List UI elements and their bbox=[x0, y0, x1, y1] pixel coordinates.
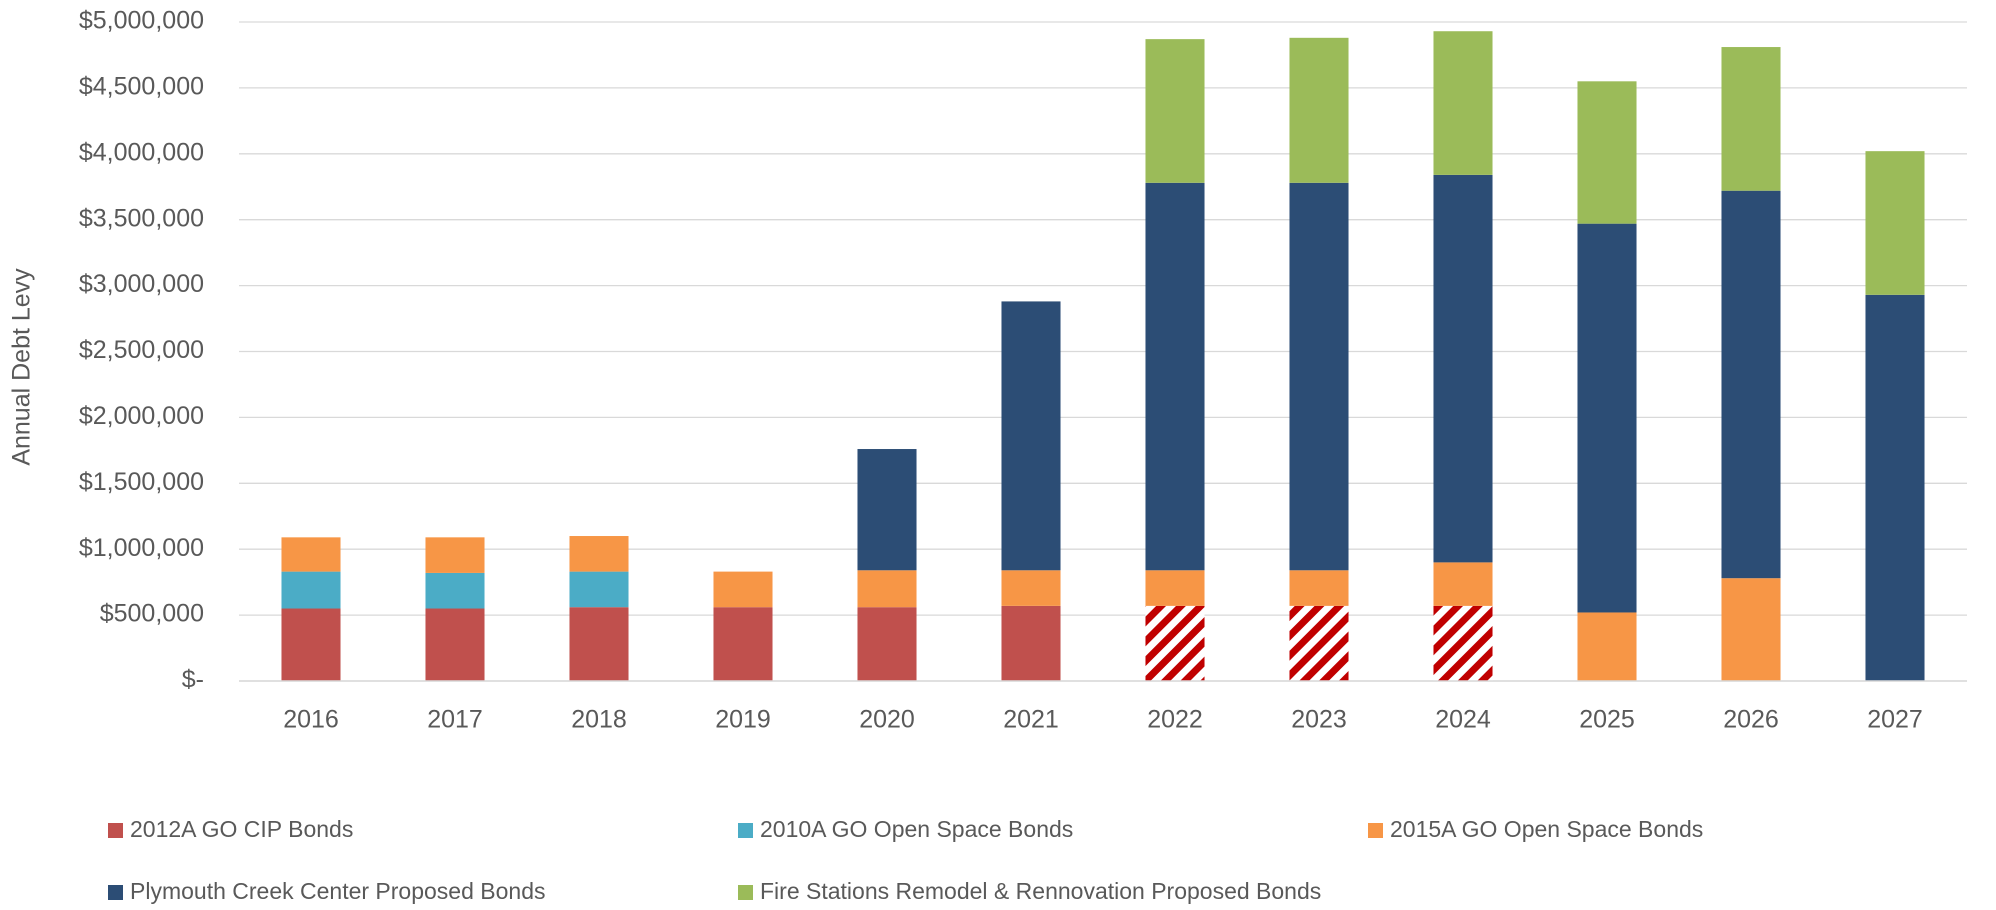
legend-swatch bbox=[738, 823, 753, 838]
bar-segment bbox=[1145, 182, 1205, 571]
bar-segment bbox=[1289, 605, 1349, 681]
bar-segment bbox=[1433, 605, 1493, 681]
bar-segment bbox=[713, 607, 773, 681]
x-tick-label: 2022 bbox=[1147, 706, 1203, 734]
legend-swatch bbox=[1368, 823, 1383, 838]
bar-segment bbox=[1433, 31, 1493, 175]
x-tick-label: 2027 bbox=[1867, 706, 1923, 734]
bar-segment bbox=[569, 571, 629, 608]
x-tick-label: 2026 bbox=[1723, 706, 1779, 734]
y-tick-label: $4,000,000 bbox=[79, 138, 204, 166]
bar-segment bbox=[1433, 562, 1493, 606]
y-tick-label: $500,000 bbox=[100, 600, 204, 628]
bar-segment bbox=[1145, 605, 1205, 681]
bar-segment bbox=[1721, 190, 1781, 579]
bar-segment bbox=[1289, 570, 1349, 606]
bar-segment bbox=[857, 607, 917, 681]
bar-segment bbox=[569, 536, 629, 572]
bar-segment bbox=[425, 572, 485, 609]
bar-segment bbox=[281, 537, 341, 572]
legend-label: 2012A GO CIP Bonds bbox=[130, 816, 353, 842]
x-tick-label: 2021 bbox=[1003, 706, 1059, 734]
x-tick-label: 2020 bbox=[859, 706, 915, 734]
y-tick-label: $1,000,000 bbox=[79, 534, 204, 562]
y-tick-label: $2,500,000 bbox=[79, 336, 204, 364]
bar-segment bbox=[1145, 570, 1205, 606]
bar-segment bbox=[1865, 294, 1925, 681]
x-tick-label: 2018 bbox=[571, 706, 627, 734]
legend-swatch bbox=[738, 885, 753, 900]
x-tick-label: 2017 bbox=[427, 706, 483, 734]
bar-segment bbox=[857, 570, 917, 608]
y-tick-label: $2,000,000 bbox=[79, 402, 204, 430]
y-tick-label: $4,500,000 bbox=[79, 73, 204, 101]
legend-swatch bbox=[108, 823, 123, 838]
bar-segment bbox=[1577, 223, 1637, 613]
y-axis-label: Annual Debt Levy bbox=[8, 268, 36, 466]
bar-segment bbox=[1577, 81, 1637, 224]
y-tick-label: $3,500,000 bbox=[79, 204, 204, 232]
x-tick-label: 2024 bbox=[1435, 706, 1491, 734]
bar-segment bbox=[713, 571, 773, 608]
bar-segment bbox=[569, 607, 629, 681]
y-tick-label: $3,000,000 bbox=[79, 270, 204, 298]
x-tick-label: 2025 bbox=[1579, 706, 1635, 734]
legend-swatch bbox=[108, 885, 123, 900]
bar-segment bbox=[1721, 47, 1781, 191]
bar-segment bbox=[1577, 612, 1637, 681]
bar-segment bbox=[425, 608, 485, 681]
x-tick-label: 2019 bbox=[715, 706, 771, 734]
bar-segment bbox=[857, 449, 917, 571]
y-tick-label: $- bbox=[182, 666, 204, 694]
bar-segment bbox=[1433, 174, 1493, 563]
legend-label: 2010A GO Open Space Bonds bbox=[760, 816, 1073, 842]
bar-segment bbox=[1001, 301, 1061, 571]
bar-segment bbox=[1145, 39, 1205, 183]
x-tick-label: 2016 bbox=[283, 706, 339, 734]
bar-segment bbox=[1001, 570, 1061, 606]
y-tick-label: $1,500,000 bbox=[79, 468, 204, 496]
bar-segment bbox=[1001, 605, 1061, 681]
bar-segment bbox=[1289, 182, 1349, 571]
legend-label: Fire Stations Remodel & Rennovation Prop… bbox=[760, 878, 1321, 904]
legend-label: Plymouth Creek Center Proposed Bonds bbox=[130, 878, 546, 904]
legend-label: 2015A GO Open Space Bonds bbox=[1390, 816, 1703, 842]
bar-segment bbox=[281, 571, 341, 609]
bar-segment bbox=[1865, 151, 1925, 295]
bar-segment bbox=[1721, 578, 1781, 681]
y-tick-label: $5,000,000 bbox=[79, 7, 204, 35]
bar-segment bbox=[425, 537, 485, 573]
x-tick-label: 2023 bbox=[1291, 706, 1347, 734]
bar-segment bbox=[1289, 37, 1349, 183]
bar-segment bbox=[281, 608, 341, 681]
